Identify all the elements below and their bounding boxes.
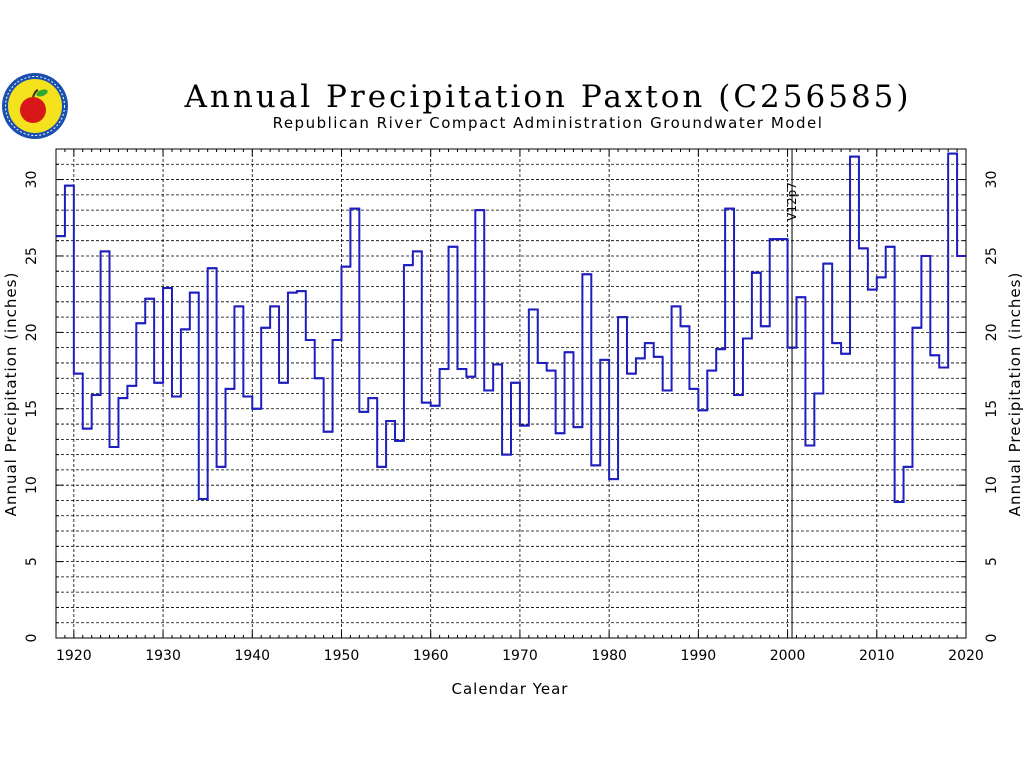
y-tick-label-right: 0: [984, 634, 1000, 643]
y-tick-label-right: 15: [984, 400, 1000, 418]
precipitation-series: [56, 152, 966, 503]
y-tick-label-right: 20: [984, 323, 1000, 341]
y-tick-label-left: 5: [24, 557, 40, 566]
x-tick-label: 1980: [591, 648, 627, 664]
x-tick-label: 1970: [502, 648, 538, 664]
y-tick-label-left: 15: [24, 400, 40, 418]
y-tick-label-right: 30: [984, 171, 1000, 189]
x-tick-label: 1920: [56, 648, 92, 664]
y-tick-label-right: 10: [984, 476, 1000, 494]
y-tick-label-right: 25: [984, 247, 1000, 265]
x-tick-label: 2010: [859, 648, 895, 664]
x-tick-label: 1950: [324, 648, 360, 664]
chart-title: Annual Precipitation Paxton (C256585): [183, 79, 911, 115]
annotation-label: V12p7: [785, 182, 799, 221]
x-tick-label: 2020: [948, 648, 984, 664]
y-axis-title-right: Annual Precipitation (inches): [1006, 272, 1024, 517]
y-tick-label-left: 25: [24, 247, 40, 265]
axis-ticks: 1920 1930 1940 1950 1960 1970 1980 1990 2000 2010…: [24, 148, 1000, 664]
precipitation-step-line: [56, 152, 966, 503]
x-tick-label: 2000: [770, 648, 806, 664]
plot-frame: [55, 148, 967, 639]
y-tick-label-left: 0: [24, 634, 40, 643]
chart-subtitle: Republican River Compact Administration …: [273, 114, 824, 132]
x-tick-label: 1940: [234, 648, 270, 664]
y-tick-label-left: 10: [24, 476, 40, 494]
y-axis-title-left: Annual Precipitation (inches): [2, 272, 20, 517]
x-tick-label: 1930: [145, 648, 181, 664]
y-tick-label-left: 30: [24, 171, 40, 189]
rrca-logo: [2, 73, 68, 139]
y-tick-label-right: 5: [984, 557, 1000, 566]
x-axis-title: Calendar Year: [452, 680, 569, 698]
y-tick-label-left: 20: [24, 323, 40, 341]
x-tick-label: 1960: [413, 648, 449, 664]
x-tick-label: 1990: [681, 648, 717, 664]
